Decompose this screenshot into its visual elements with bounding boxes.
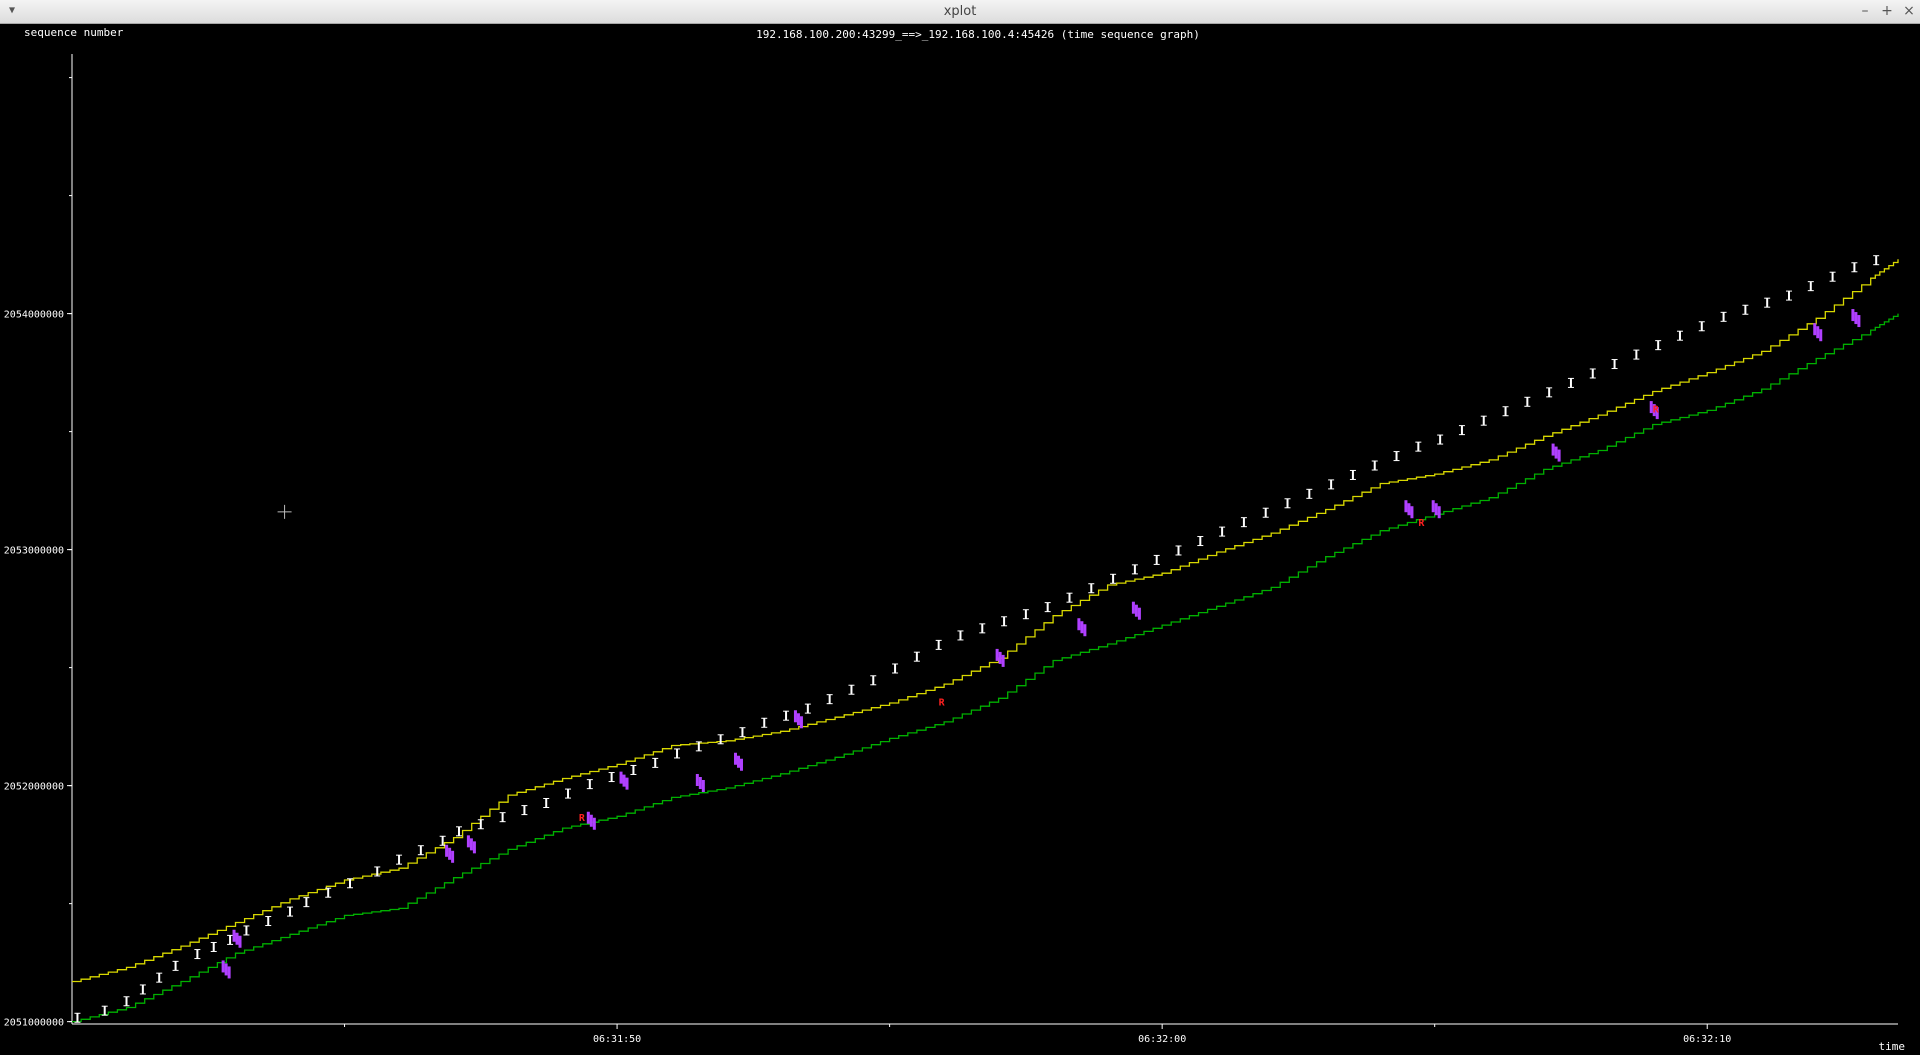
sack-mark — [1080, 621, 1084, 634]
sack-mark — [1554, 446, 1558, 459]
window-titlebar: ▼ xplot – + × — [0, 0, 1920, 24]
y-tick-label: 2054000000 — [4, 310, 64, 321]
sack-mark — [1816, 326, 1820, 339]
sack-mark — [1083, 624, 1087, 637]
sack-mark — [1851, 309, 1855, 322]
sack-mark — [995, 648, 999, 661]
maximize-icon[interactable]: + — [1881, 3, 1893, 19]
x-tick-label: 06:31:50 — [593, 1034, 641, 1045]
sack-mark — [227, 966, 231, 979]
sack-mark — [1407, 503, 1411, 516]
minimize-icon[interactable]: – — [1861, 3, 1869, 19]
sack-mark — [221, 960, 225, 973]
sack-mark — [1655, 407, 1659, 420]
series-line-ack — [72, 313, 1899, 1023]
sack-mark — [592, 817, 596, 830]
sack-mark — [1557, 449, 1561, 462]
axes: 2051000000 2052000000 2053000000 2054000000… — [4, 54, 1898, 1045]
retransmit-mark: R — [1653, 405, 1660, 416]
sack-mark — [736, 755, 740, 768]
chart-title: 192.168.100.200:43299_==>_192.168.100.4:… — [756, 28, 1200, 41]
sack-mark — [466, 835, 470, 848]
sack-mark — [451, 850, 455, 863]
sack-mark — [739, 758, 743, 771]
y-tick-label: 2053000000 — [4, 546, 64, 557]
sack-mark — [1857, 315, 1861, 328]
sack-mark — [1137, 607, 1141, 620]
sack-mark — [448, 847, 452, 860]
series-line-window — [72, 259, 1899, 983]
sack-mark — [1131, 601, 1135, 614]
sack-mark — [1437, 506, 1441, 519]
sack-mark — [1854, 312, 1858, 325]
sack-mark — [589, 814, 593, 827]
sack-mark — [695, 773, 699, 786]
y-tick-label: 2052000000 — [4, 782, 64, 793]
close-icon[interactable]: × — [1903, 3, 1915, 19]
sack-mark — [1551, 443, 1555, 456]
plot-area[interactable]: 192.168.100.200:43299_==>_192.168.100.4:… — [0, 24, 1920, 1055]
sack-mark — [232, 929, 236, 942]
sack-mark — [1813, 323, 1817, 336]
sack-mark — [224, 963, 228, 976]
x-tick-label: 06:32:00 — [1138, 1034, 1186, 1045]
sack-mark — [1077, 618, 1081, 631]
sack-mark — [998, 651, 1002, 664]
window-title: xplot — [943, 4, 977, 19]
sack-mark — [238, 935, 242, 948]
retransmit-mark: R — [939, 697, 946, 708]
time-sequence-graph[interactable]: 192.168.100.200:43299_==>_192.168.100.4:… — [0, 24, 1920, 1055]
sack-mark — [586, 811, 590, 824]
x-axis-label: time — [1879, 1040, 1906, 1053]
chart-marks: R R R R — [72, 255, 1899, 1023]
sack-mark — [625, 777, 629, 790]
sack-mark — [1410, 506, 1414, 519]
sack-mark — [799, 716, 803, 729]
sack-mark — [472, 841, 476, 854]
y-axis-label: sequence number — [24, 26, 124, 39]
retransmit-mark: R — [579, 813, 586, 824]
sack-mark — [701, 779, 705, 792]
sack-mark — [622, 774, 626, 787]
sack-mark — [1001, 654, 1005, 667]
sack-mark — [619, 771, 623, 784]
retransmit-mark: R — [1418, 518, 1425, 529]
sack-mark — [1649, 401, 1653, 414]
sack-mark — [733, 752, 737, 765]
sack-mark — [1819, 329, 1823, 342]
sack-mark — [1404, 500, 1408, 513]
sack-mark — [793, 710, 797, 723]
y-tick-label: 2051000000 — [4, 1018, 64, 1029]
sack-mark — [1652, 404, 1656, 417]
sack-mark — [235, 932, 239, 945]
sack-mark — [1134, 604, 1138, 617]
sack-mark — [1434, 503, 1438, 516]
chevron-down-icon[interactable]: ▼ — [8, 5, 16, 16]
sack-mark — [796, 713, 800, 726]
sack-mark — [698, 776, 702, 789]
sack-mark — [469, 838, 473, 851]
x-tick-label: 06:32:10 — [1683, 1034, 1731, 1045]
sack-mark — [445, 844, 449, 857]
sack-mark — [1431, 500, 1435, 513]
